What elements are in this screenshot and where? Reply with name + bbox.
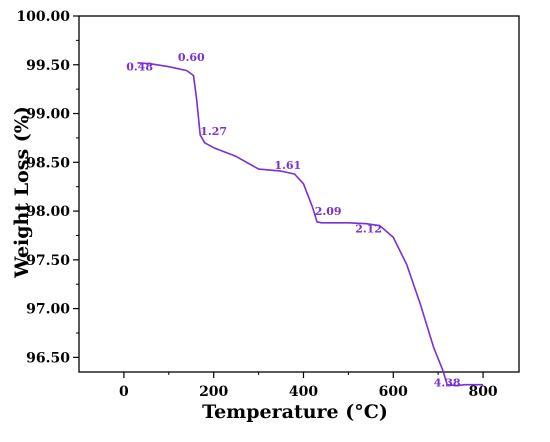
y-tick-label: 100.00 [16,9,70,25]
data-label: 1.27 [200,125,227,138]
x-axis-title: Temperature (°C) [202,401,388,423]
y-tick-label: 97.00 [26,302,70,318]
y-tick-label: 98.50 [26,155,70,171]
x-tick-label: 600 [379,384,408,400]
y-tick-label: 99.50 [26,58,70,74]
y-tick-label: 97.50 [26,253,70,269]
data-label: 2.09 [315,205,342,218]
y-tick-label: 96.50 [26,350,70,366]
y-tick-label: 98.00 [26,204,70,220]
plot-frame [78,15,520,373]
data-label: 0.48 [126,61,153,74]
x-tick-label: 0 [119,384,129,400]
series-line [137,62,484,387]
y-axis-title: Weight Loss (%) [11,106,33,279]
y-tick-label: 99.00 [26,107,70,123]
data-label: 0.60 [178,51,205,64]
data-label: 4.38 [434,377,461,390]
x-tick-label: 400 [289,384,318,400]
annotation-group: 0.48 0.60 1.27 1.61 2.09 2.12 4.38 [126,51,461,390]
series-group [137,62,484,387]
data-label: 1.61 [274,159,301,172]
x-tick-label: 800 [468,384,497,400]
x-axis-ticks: 0 200 400 600 800 [119,372,498,400]
x-tick-label: 200 [199,384,228,400]
y-axis-ticks: 96.50 97.00 97.50 98.00 98.50 99.00 99.50 100.0… [16,9,79,366]
plot-frame-group [78,15,520,373]
data-label: 2.12 [355,223,382,236]
